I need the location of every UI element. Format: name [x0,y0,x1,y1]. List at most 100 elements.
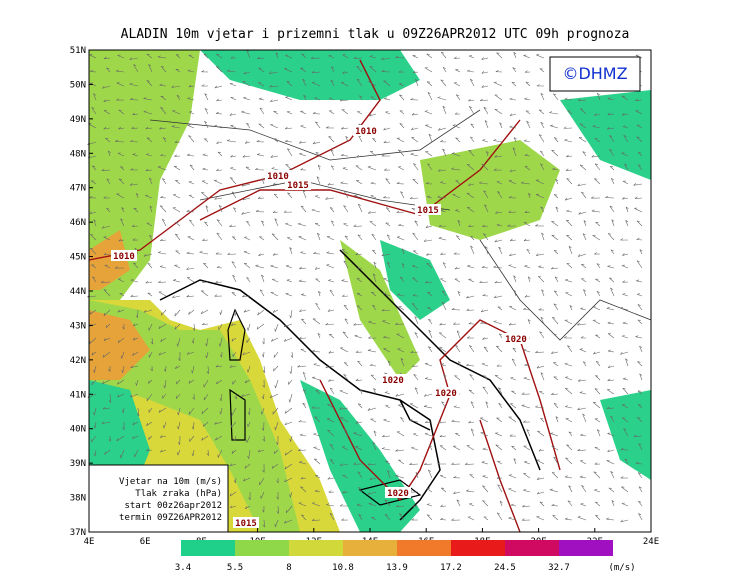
wind-arrow [325,365,335,369]
wind-arrow [622,387,629,395]
wind-arrow [412,54,419,59]
wind-arrow [241,393,251,397]
colorbar-label: 32.7 [548,563,570,573]
wind-arrow [204,93,209,101]
isobar-label: 1015 [287,181,309,191]
wind-arrow [521,404,531,409]
wind-arrow [412,178,419,185]
wind-arrow [494,108,503,115]
wind-arrow [411,518,419,521]
wind-arrow [620,306,629,311]
wind-arrow [621,264,629,269]
wind-arrow [455,137,461,143]
wind-arrow [158,323,167,329]
wind-arrow [412,277,419,283]
wind-arrow [526,248,531,255]
wind-arrow [541,289,545,297]
wind-arrow [634,196,643,199]
wind-arrow [274,519,279,528]
wind-arrow [284,126,293,130]
wind-arrow [397,166,405,171]
wind-arrow [440,209,447,213]
wind-arrow [300,110,307,115]
wind-arrow [284,421,293,426]
legend-line: start 00z26apr2012 [124,501,222,511]
wind-arrow [314,97,321,101]
wind-arrow [242,155,251,158]
wind-arrow [466,445,475,451]
wind-arrow [607,378,615,381]
lat-label: 38N [70,494,86,504]
wind-arrow [342,54,349,59]
wind-arrow [258,82,265,87]
wind-arrow [411,446,419,451]
wind-arrow [339,407,349,410]
wind-arrow [286,237,293,241]
wind-arrow [508,516,517,521]
wind-arrow [326,251,335,255]
wind-arrow [453,322,461,325]
colorbar-label: 13.9 [386,563,408,573]
wind-arrow [218,204,223,213]
wind-arrow [118,238,125,242]
isobar-label: 1010 [355,127,377,137]
isobar-label: 1020 [505,335,527,345]
wind-arrow [479,280,489,283]
wind-arrow [423,239,433,242]
wind-arrow [594,418,601,423]
wind-arrow [539,501,545,507]
wind-arrow [564,336,573,339]
lat-label: 40N [70,425,86,435]
wind-arrow [483,375,489,381]
wind-arrow [466,308,475,311]
wind-arrow [116,193,125,199]
wind-arrow [259,477,265,486]
wind-arrow [242,81,251,87]
wind-arrow [354,334,363,339]
wind-arrow [383,335,391,339]
wind-arrow [396,210,405,213]
wind-arrow [592,319,601,325]
wind-arrow [453,476,461,479]
wind-arrow [481,265,489,269]
wind-arrow [538,448,545,452]
wind-arrow [343,362,349,367]
wind-arrow [470,428,475,437]
wind-arrow [315,302,321,311]
wind-arrow [440,487,447,493]
wind-arrow [273,365,279,372]
wind-arrow [233,309,237,316]
wind-arrow [607,349,615,353]
wind-arrow [143,309,153,313]
wind-arrow [203,379,209,388]
lon-label: 4E [84,537,95,547]
wind-arrow [409,196,419,200]
wind-arrow [493,81,503,87]
wind-arrow [483,106,489,115]
wind-arrow [270,155,279,158]
wind-arrow [173,279,181,283]
wind-arrow [148,177,153,185]
wind-arrow [261,351,265,358]
wind-arrow [162,178,167,185]
wind-arrow [623,428,629,437]
wind-arrow [469,374,475,381]
wind-arrow [133,64,139,73]
wind-arrow [103,126,111,130]
isobar-label-bg [265,170,291,181]
wind-arrow [397,149,405,157]
wind-arrow [115,266,125,269]
wind-arrow [453,405,461,409]
wind-arrow [188,111,195,115]
wind-arrow [386,234,391,241]
wind-arrow [229,113,237,116]
wind-arrow [243,71,251,75]
wind-arrow [553,194,559,199]
isobar-label: 1020 [435,389,457,399]
credit-box [549,56,641,92]
wind-arrow [495,211,503,214]
wind-arrow [536,84,545,87]
wind-arrow [132,351,139,356]
wind-arrow [384,514,391,521]
wind-arrow [301,318,307,325]
